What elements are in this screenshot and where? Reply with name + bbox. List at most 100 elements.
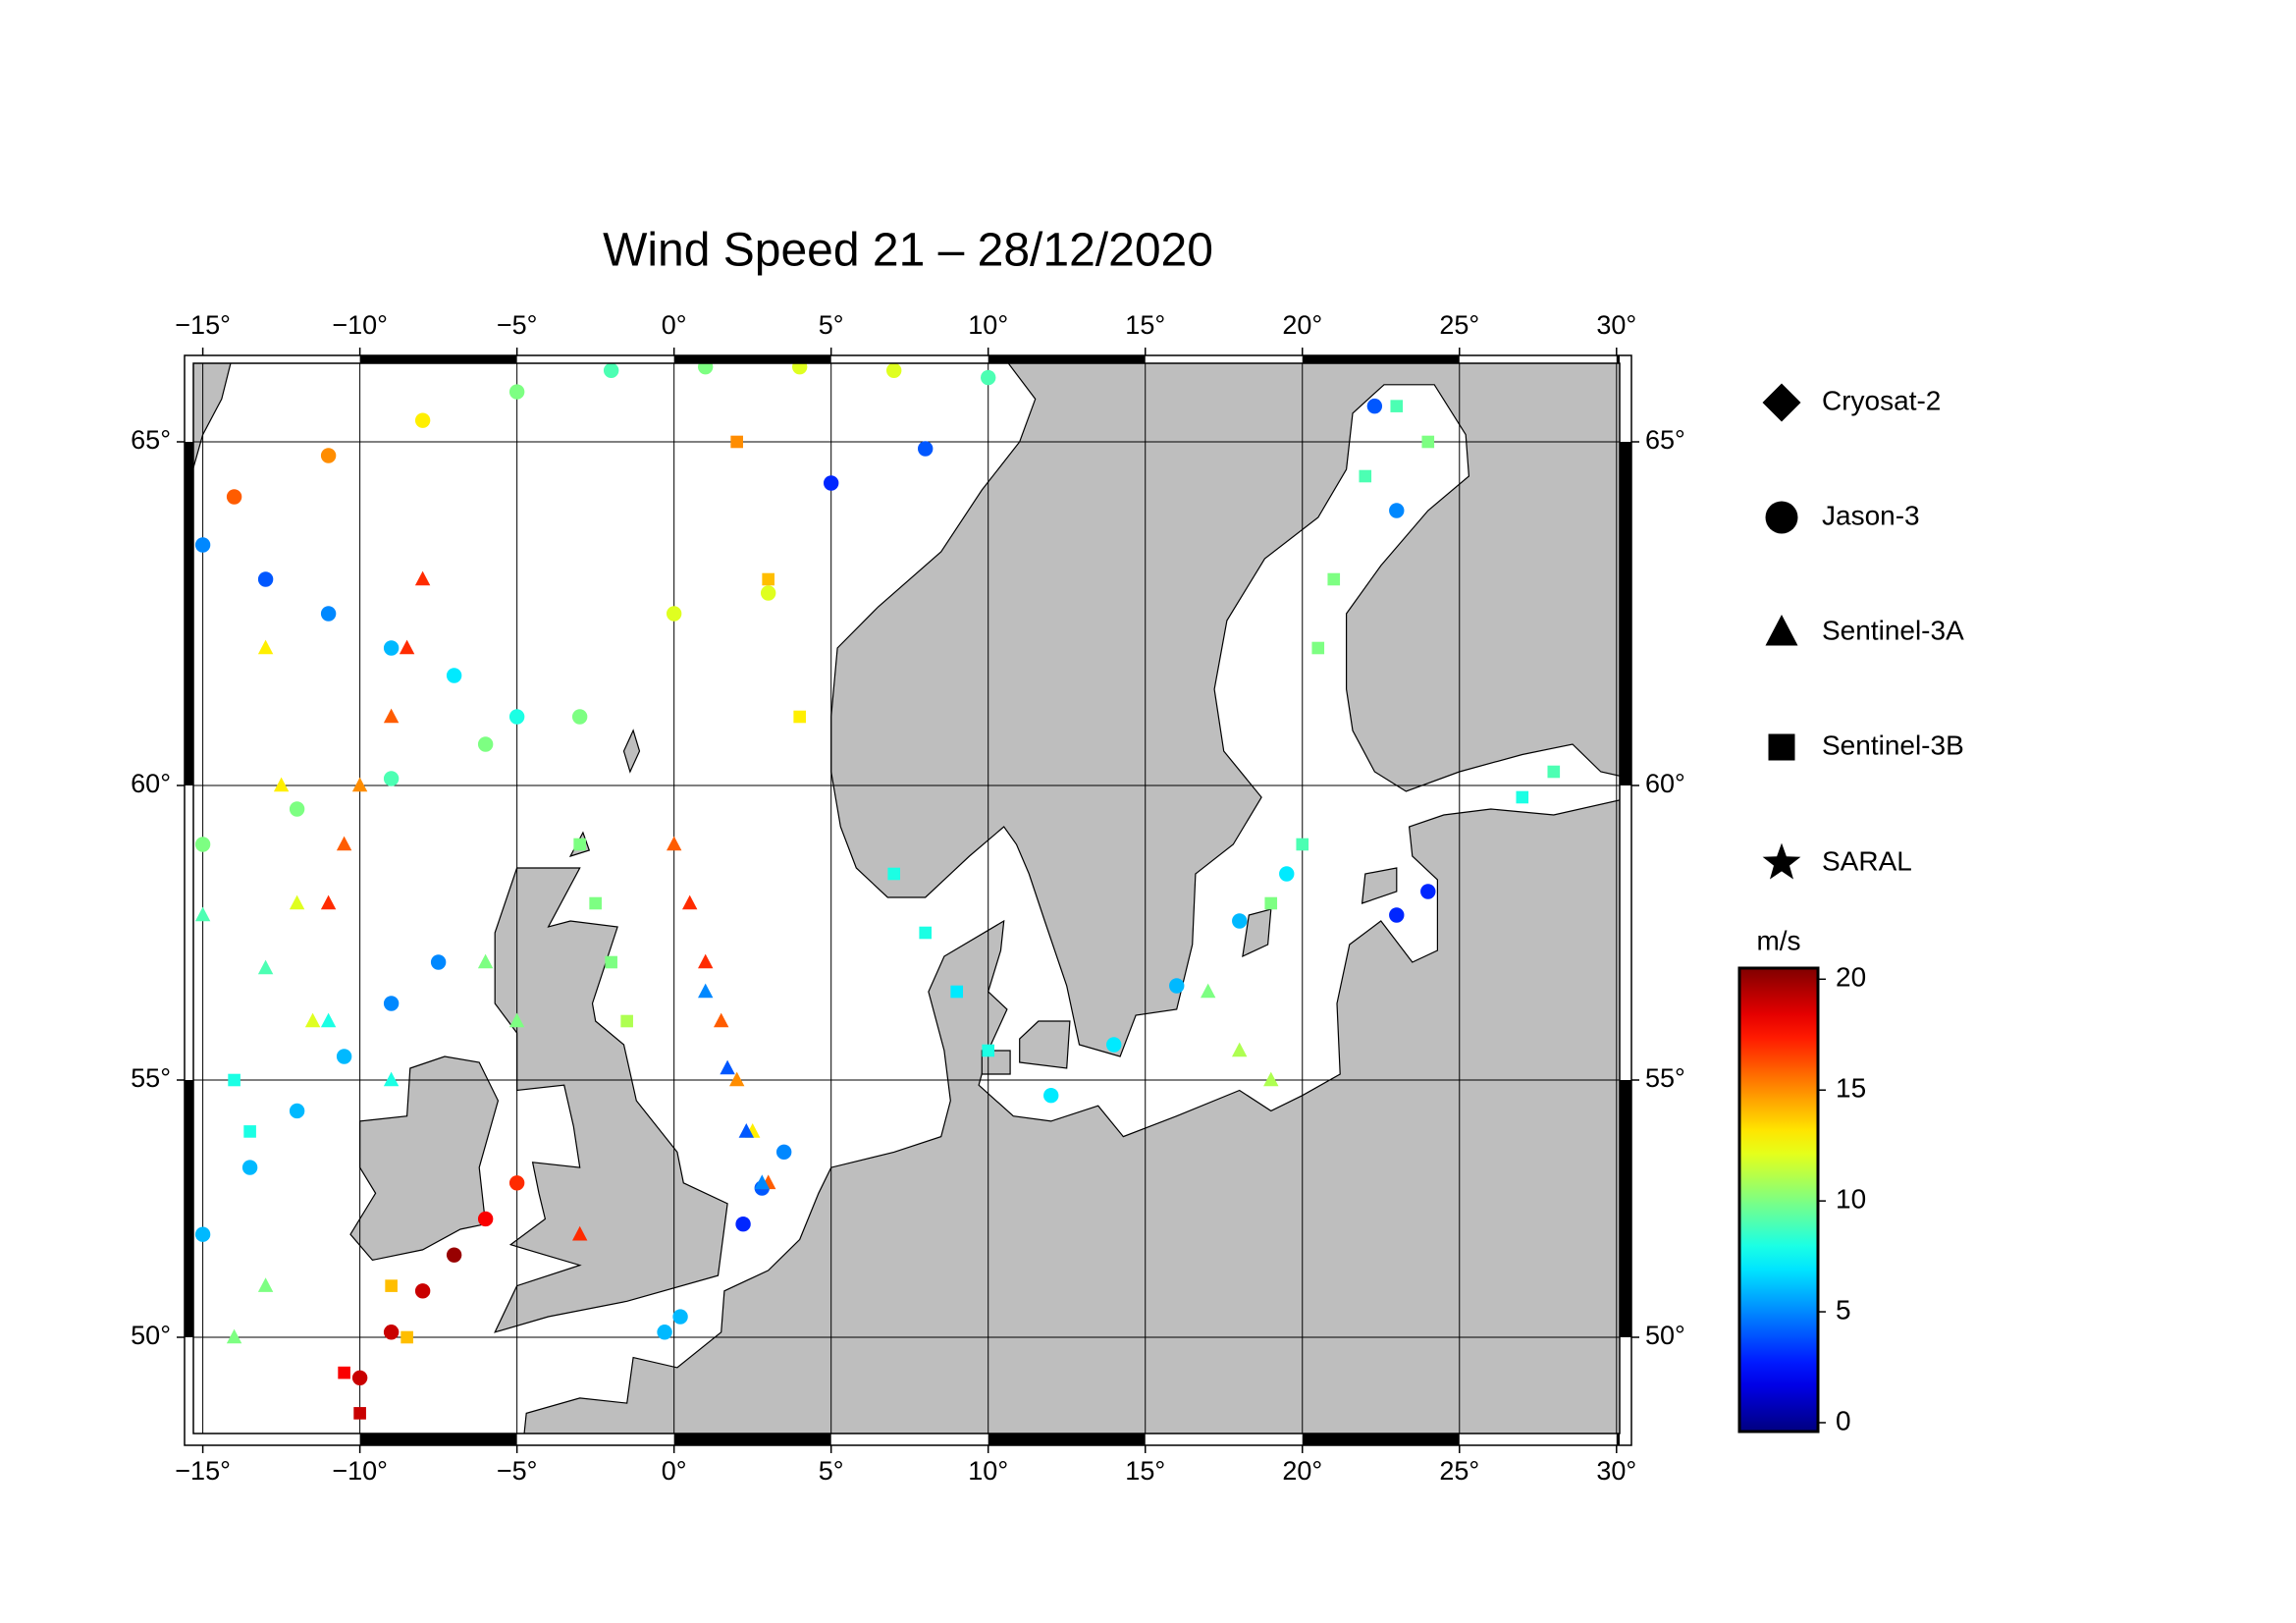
square-marker [1768,733,1795,761]
circle-marker [1232,913,1248,929]
x-tick-label: 15° [1125,1456,1165,1486]
frame-bar [359,1434,517,1445]
circle-marker [981,369,996,386]
y-tick-label: 50° [1645,1321,1685,1350]
land-area [830,363,1620,1057]
y-tick-label: 60° [1645,769,1685,798]
frame-inner [192,362,1621,1434]
x-tick-label: 5° [819,310,844,340]
x-tick-label: 15° [1125,310,1165,340]
triangle-marker [414,570,431,586]
circle-marker [508,384,525,400]
colorbar-scale [1737,966,1820,1434]
frame-bar [1616,1434,1620,1445]
circle-marker [383,1325,400,1340]
triangle-marker [667,836,682,851]
triangle-marker [1201,983,1216,999]
x-tick-label: 10° [968,1456,1008,1486]
square-marker [950,985,964,999]
circle-marker [414,1283,431,1299]
square-marker [1264,896,1278,910]
triangle-marker [738,1123,754,1138]
frame-bar [1302,1434,1460,1445]
circle-marker [226,489,242,505]
colorbar: m/s 0 5 10 15 20 [1737,925,1866,1435]
circle-marker [241,1160,258,1175]
square-marker [919,926,933,940]
circle-marker [320,606,337,622]
circle-marker [1169,978,1185,994]
frame-bar [185,442,193,785]
observations [194,363,1561,1420]
circle-marker [657,1325,672,1340]
square-marker [1547,765,1561,779]
square-marker [385,1279,398,1292]
circle-marker [1043,1088,1059,1104]
circle-marker [603,363,619,378]
x-tick-label: 0° [662,310,687,340]
square-marker [887,867,900,881]
colorbar-tick-label: 15 [1836,1073,1866,1104]
frame-bar [1620,442,1631,785]
land-area [1361,867,1398,904]
circle-marker [477,1211,494,1227]
circle-marker [1389,503,1405,518]
circle-marker [194,1226,211,1242]
y-tick-label: 55° [1645,1063,1685,1093]
frame-bar [988,1434,1146,1445]
triangle-marker [304,1012,321,1028]
circle-marker [918,441,934,457]
legend-label: Jason-3 [1822,500,1920,530]
triangle-marker [477,953,494,969]
circle-marker [672,1309,688,1325]
circle-marker [791,363,808,375]
square-marker [1421,435,1435,449]
colorbar-tick-label: 0 [1836,1405,1851,1435]
circle-marker [1389,907,1405,923]
square-marker [730,435,743,449]
circle-marker [760,585,776,601]
frame-bar [673,355,831,363]
circle-marker [446,668,462,683]
square-marker [1359,469,1372,483]
map-frame [177,348,1639,1453]
y-tick-label: 65° [131,425,171,455]
circle-marker [446,1247,462,1263]
triangle-marker [336,836,352,851]
frame-bar [988,355,1146,363]
x-tick-label: 30° [1596,1456,1636,1486]
circle-marker [383,640,400,656]
triangle-marker [754,1174,770,1190]
triangle-marker [698,983,714,999]
circle-marker [735,1217,751,1232]
star-marker [1762,842,1801,880]
triangle-marker [273,777,290,792]
triangle-marker [720,1059,735,1075]
square-marker [353,1407,366,1420]
square-marker [1516,790,1529,804]
triangle-marker [383,1071,400,1087]
square-marker [620,1014,633,1028]
x-tick-label: −10° [332,310,388,340]
square-marker [1296,838,1309,851]
square-marker [228,1073,240,1087]
circle-marker [351,1370,368,1385]
legend-label: Sentinel-3B [1822,730,1964,760]
circle-marker [383,771,400,786]
x-tick-label: 20° [1282,1456,1322,1486]
square-marker [1311,641,1325,655]
circle-marker [1765,501,1798,534]
triangle-marker [399,639,415,655]
land-area [523,799,1620,1434]
circle-marker [1420,884,1436,899]
x-tick-label: −5° [497,310,538,340]
circle-marker [194,837,211,852]
y-tick-label: 50° [131,1321,171,1350]
frame-bar [1616,355,1620,363]
colorbar-tick-label: 10 [1836,1184,1866,1215]
triangle-marker [714,1012,729,1028]
x-tick-label: −5° [497,1456,538,1486]
triangle-marker [1765,615,1798,646]
circle-marker [508,709,525,725]
x-tick-label: −15° [175,310,231,340]
